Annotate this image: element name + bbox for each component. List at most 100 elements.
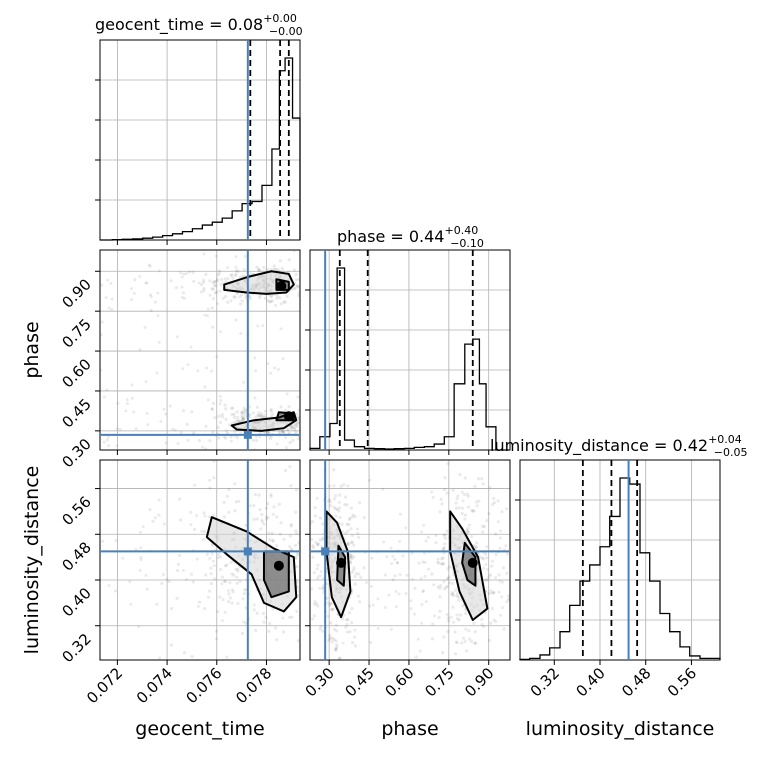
sample-point bbox=[241, 597, 245, 601]
sample-point bbox=[485, 545, 489, 549]
sample-point bbox=[221, 296, 225, 301]
sample-point bbox=[197, 241, 200, 244]
sample-point bbox=[297, 293, 300, 297]
sample-point bbox=[189, 345, 193, 349]
sample-point bbox=[334, 648, 338, 652]
sample-point bbox=[217, 414, 221, 418]
sample-point bbox=[423, 551, 427, 555]
sample-point bbox=[223, 564, 227, 568]
sample-point bbox=[501, 606, 505, 610]
sample-point bbox=[451, 488, 455, 492]
sample-point bbox=[499, 529, 503, 533]
sample-point bbox=[180, 275, 184, 279]
sample-point bbox=[481, 524, 485, 528]
sample-point bbox=[244, 523, 248, 527]
sample-point bbox=[312, 602, 316, 606]
sample-point bbox=[190, 410, 194, 414]
sample-point bbox=[471, 509, 475, 513]
sample-point bbox=[468, 448, 471, 451]
sample-point bbox=[226, 589, 230, 593]
sample-point bbox=[437, 615, 441, 620]
sample-point bbox=[178, 497, 182, 501]
sample-point bbox=[337, 656, 342, 660]
sample-point bbox=[210, 407, 214, 411]
sample-point bbox=[390, 562, 394, 566]
sample-point bbox=[327, 638, 331, 643]
sample-point bbox=[310, 522, 312, 526]
sample-point bbox=[255, 611, 259, 615]
sample-point bbox=[269, 294, 274, 298]
sample-point bbox=[269, 300, 273, 304]
sample-point bbox=[296, 284, 300, 288]
density-peak bbox=[276, 280, 287, 291]
sample-point bbox=[206, 314, 210, 318]
sample-point bbox=[291, 425, 295, 429]
sample-point bbox=[147, 263, 151, 267]
y-tick-label: 0.45 bbox=[58, 395, 94, 431]
panel-frame bbox=[99, 39, 301, 241]
sample-point bbox=[335, 643, 339, 647]
sample-point bbox=[312, 571, 317, 575]
sample-point bbox=[298, 285, 300, 290]
sample-point bbox=[110, 307, 114, 311]
sample-point bbox=[233, 415, 237, 420]
sample-point bbox=[225, 655, 229, 659]
sample-point bbox=[295, 424, 299, 428]
sample-point bbox=[244, 296, 248, 300]
sample-point bbox=[350, 606, 354, 611]
sample-point bbox=[294, 421, 298, 426]
sample-point bbox=[460, 490, 464, 494]
sample-point bbox=[236, 418, 240, 422]
sample-point bbox=[420, 621, 424, 625]
sample-point bbox=[271, 539, 275, 543]
sample-point bbox=[254, 415, 258, 419]
sample-point bbox=[210, 543, 214, 548]
sample-point bbox=[269, 493, 273, 497]
sample-point bbox=[409, 599, 413, 603]
sample-point bbox=[295, 551, 300, 555]
sample-point bbox=[451, 581, 455, 586]
sample-point bbox=[457, 618, 461, 622]
sample-point bbox=[336, 689, 339, 692]
sample-point bbox=[476, 551, 481, 556]
x-tick-label: 0.078 bbox=[232, 664, 275, 707]
sample-point bbox=[455, 641, 459, 645]
sample-point bbox=[139, 555, 143, 559]
sample-point bbox=[222, 515, 227, 519]
sample-point bbox=[242, 268, 246, 272]
sample-point bbox=[289, 524, 293, 528]
sample-point bbox=[358, 600, 362, 604]
sample-point bbox=[262, 620, 266, 624]
sample-point bbox=[442, 579, 446, 583]
sample-point bbox=[218, 289, 222, 293]
sample-point bbox=[423, 560, 427, 564]
sample-point bbox=[118, 452, 121, 455]
sample-point bbox=[498, 546, 502, 550]
sample-point bbox=[473, 630, 477, 634]
sample-point bbox=[310, 281, 313, 284]
sample-point bbox=[204, 272, 208, 276]
sample-point bbox=[226, 277, 230, 281]
sample-point bbox=[256, 413, 260, 417]
sample-point bbox=[492, 500, 497, 505]
sample-point bbox=[237, 244, 240, 247]
sample-point bbox=[253, 396, 257, 400]
sample-point bbox=[484, 552, 488, 556]
sample-point bbox=[310, 520, 314, 524]
sample-point bbox=[236, 569, 240, 573]
sample-point bbox=[294, 430, 298, 434]
sample-point bbox=[199, 283, 204, 287]
sample-point bbox=[295, 421, 299, 425]
sample-point bbox=[184, 497, 187, 500]
sample-point bbox=[145, 411, 149, 415]
sample-point bbox=[281, 616, 285, 620]
sample-point bbox=[296, 593, 300, 597]
sample-point bbox=[485, 519, 489, 523]
sample-point bbox=[465, 492, 470, 496]
sample-point bbox=[200, 529, 204, 533]
sample-point bbox=[345, 630, 349, 634]
sample-point bbox=[225, 266, 229, 270]
sample-point bbox=[305, 398, 308, 401]
sample-point bbox=[266, 431, 270, 435]
sample-point bbox=[149, 309, 153, 313]
